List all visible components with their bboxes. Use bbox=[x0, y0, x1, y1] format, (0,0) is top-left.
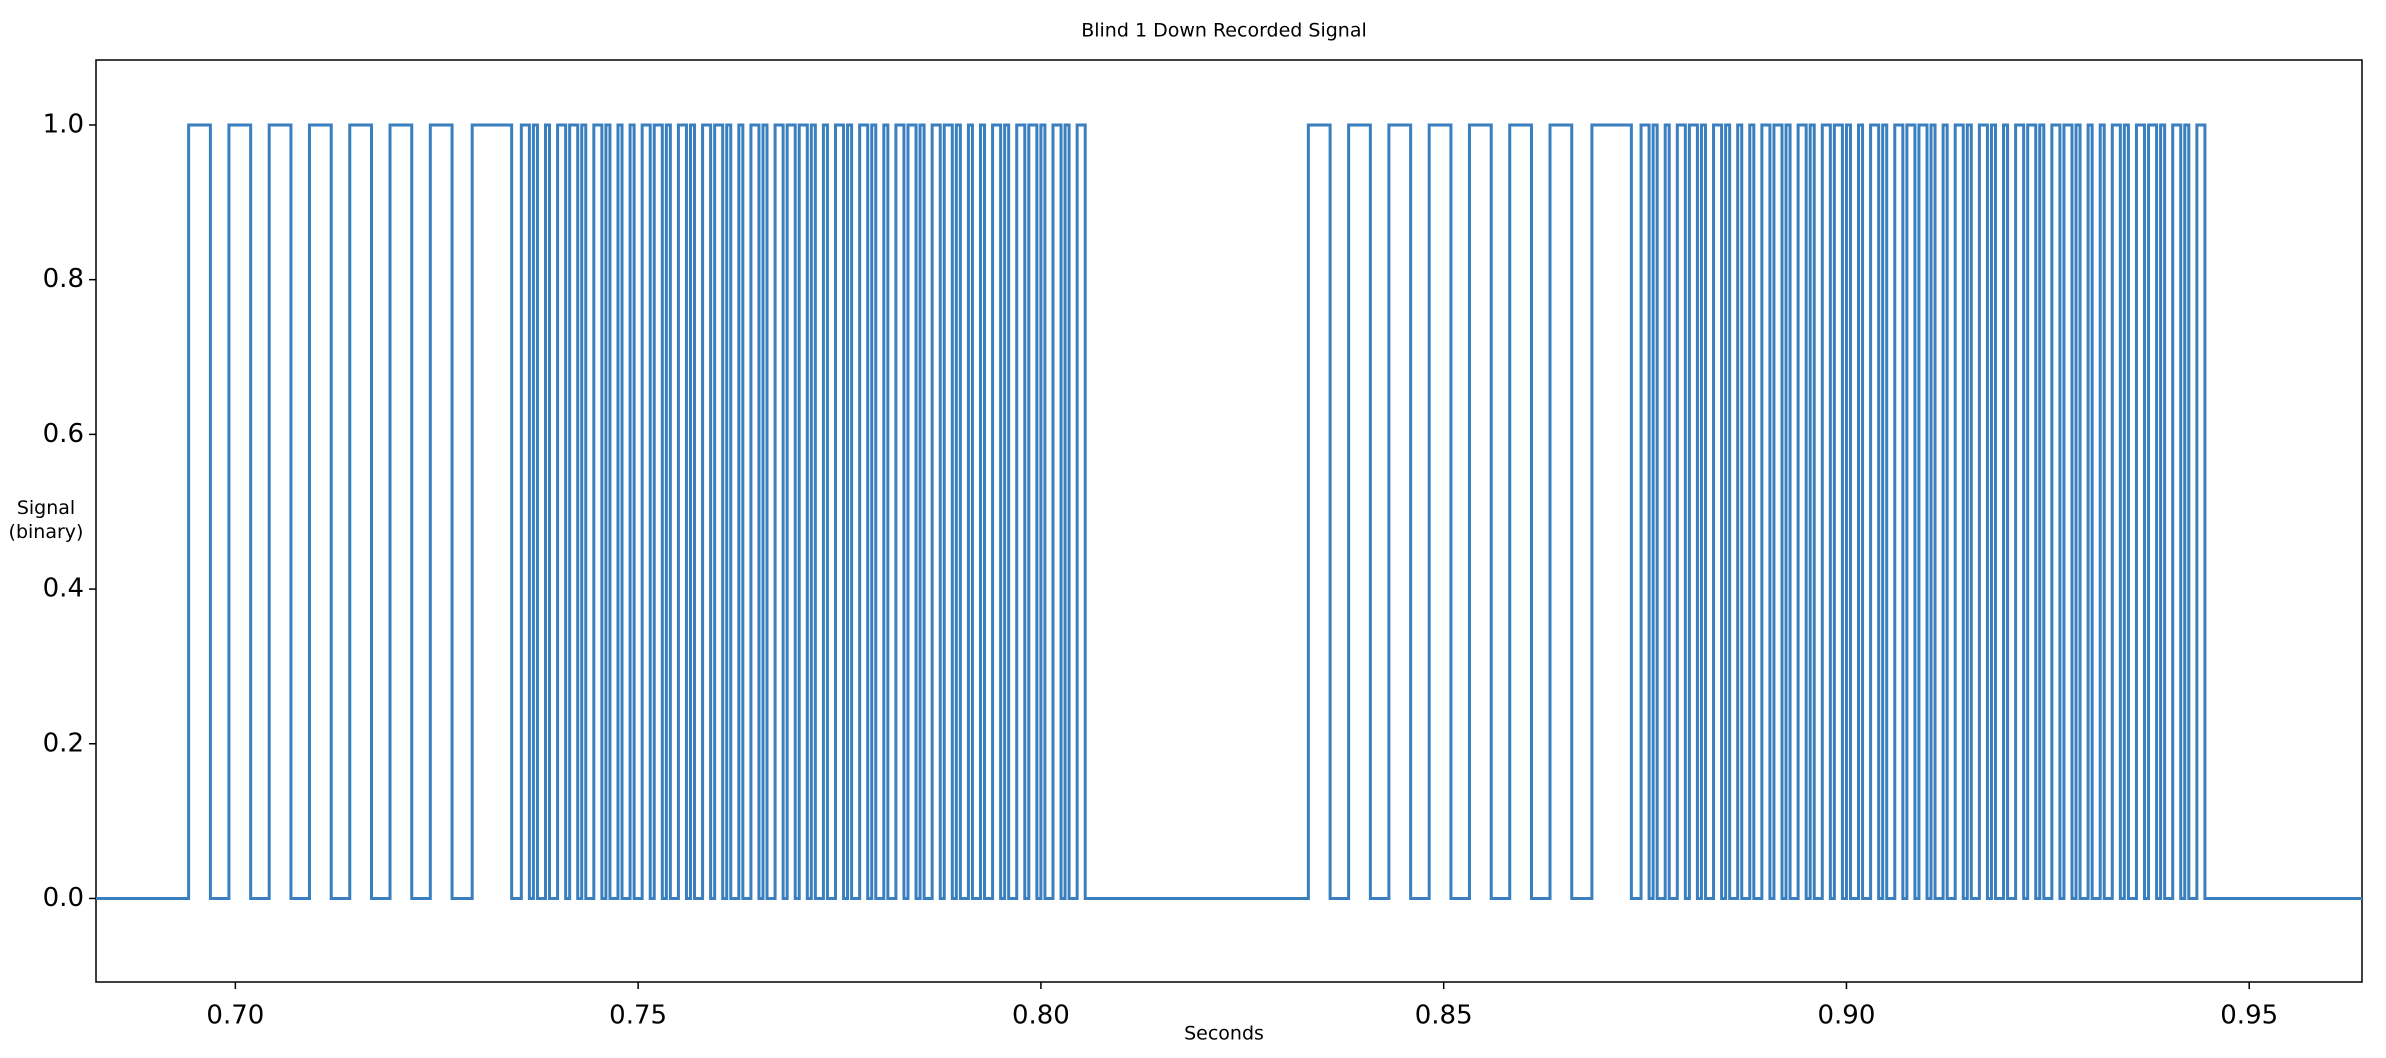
y-tick-label: 0.8 bbox=[43, 264, 84, 294]
x-tick-label: 0.95 bbox=[2220, 1001, 2278, 1031]
chart-title: Blind 1 Down Recorded Signal bbox=[1081, 20, 1367, 42]
x-tick-label: 0.75 bbox=[609, 1001, 667, 1031]
x-tick-label: 0.80 bbox=[1012, 1001, 1070, 1031]
y-tick-label: 0.0 bbox=[43, 883, 84, 913]
y-tick-label: 0.4 bbox=[43, 574, 84, 604]
x-tick-label: 0.90 bbox=[1818, 1001, 1876, 1031]
x-tick-label: 0.70 bbox=[206, 1001, 264, 1031]
signal-line bbox=[96, 123, 2362, 900]
y-tick-label: 1.0 bbox=[43, 109, 84, 139]
y-axis-label: Signal (binary) bbox=[8, 497, 84, 543]
y-tick-label: 0.2 bbox=[43, 728, 84, 758]
x-tick-label: 0.85 bbox=[1415, 1001, 1473, 1031]
plot-frame bbox=[95, 59, 2363, 983]
x-axis-label: Seconds bbox=[1184, 1023, 1264, 1045]
y-tick-label: 0.6 bbox=[43, 419, 84, 449]
